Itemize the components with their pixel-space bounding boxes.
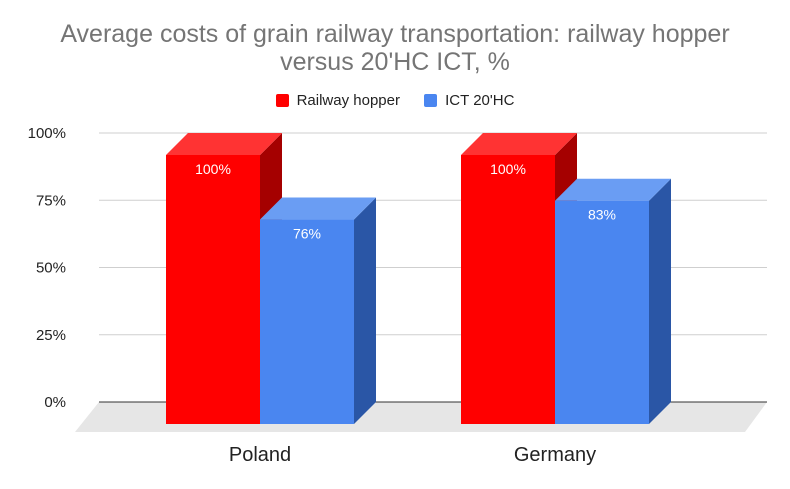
bar-top-railway-hopper (166, 133, 282, 155)
bar-top-ict-20hc (555, 178, 671, 201)
y-tick-label: 50% (36, 260, 66, 277)
y-tick-label: 100% (28, 125, 66, 142)
data-label: 100% (195, 161, 231, 177)
y-tick-label: 75% (36, 192, 66, 209)
bar-side-ict-20hc (354, 197, 376, 424)
legend-label-ict-20hc: ICT 20'HC (445, 92, 515, 109)
legend-swatch-ict-20hc (424, 94, 438, 107)
bar-railway-hopper (461, 155, 555, 424)
legend-label-railway-hopper: Railway hopper (296, 92, 400, 109)
bar-top-ict-20hc (260, 197, 376, 220)
chart-title: Average costs of grain railway transport… (0, 20, 790, 76)
x-tick-label: Poland (229, 444, 291, 466)
bar-side-ict-20hc (649, 178, 671, 424)
legend-item-ict-20hc: ICT 20'HC (424, 92, 514, 109)
y-tick-label: 0% (44, 394, 66, 411)
bar-top-railway-hopper (461, 133, 577, 155)
data-label: 76% (293, 226, 321, 242)
chart-legend: Railway hopper ICT 20'HC (0, 92, 790, 111)
chart-title-line-2: versus 20'HC ICT, % (280, 48, 510, 76)
data-label: 100% (490, 161, 526, 177)
y-tick-label: 25% (36, 327, 66, 344)
bar-railway-hopper (166, 155, 260, 424)
x-tick-label: Germany (514, 444, 596, 466)
legend-item-railway-hopper: Railway hopper (275, 92, 400, 109)
data-label: 83% (588, 207, 616, 223)
bar-ict-20hc (260, 219, 354, 424)
legend-swatch-railway-hopper (275, 94, 289, 107)
bar-ict-20hc (555, 200, 649, 424)
chart-title-line-1: Average costs of grain railway transport… (60, 20, 730, 48)
